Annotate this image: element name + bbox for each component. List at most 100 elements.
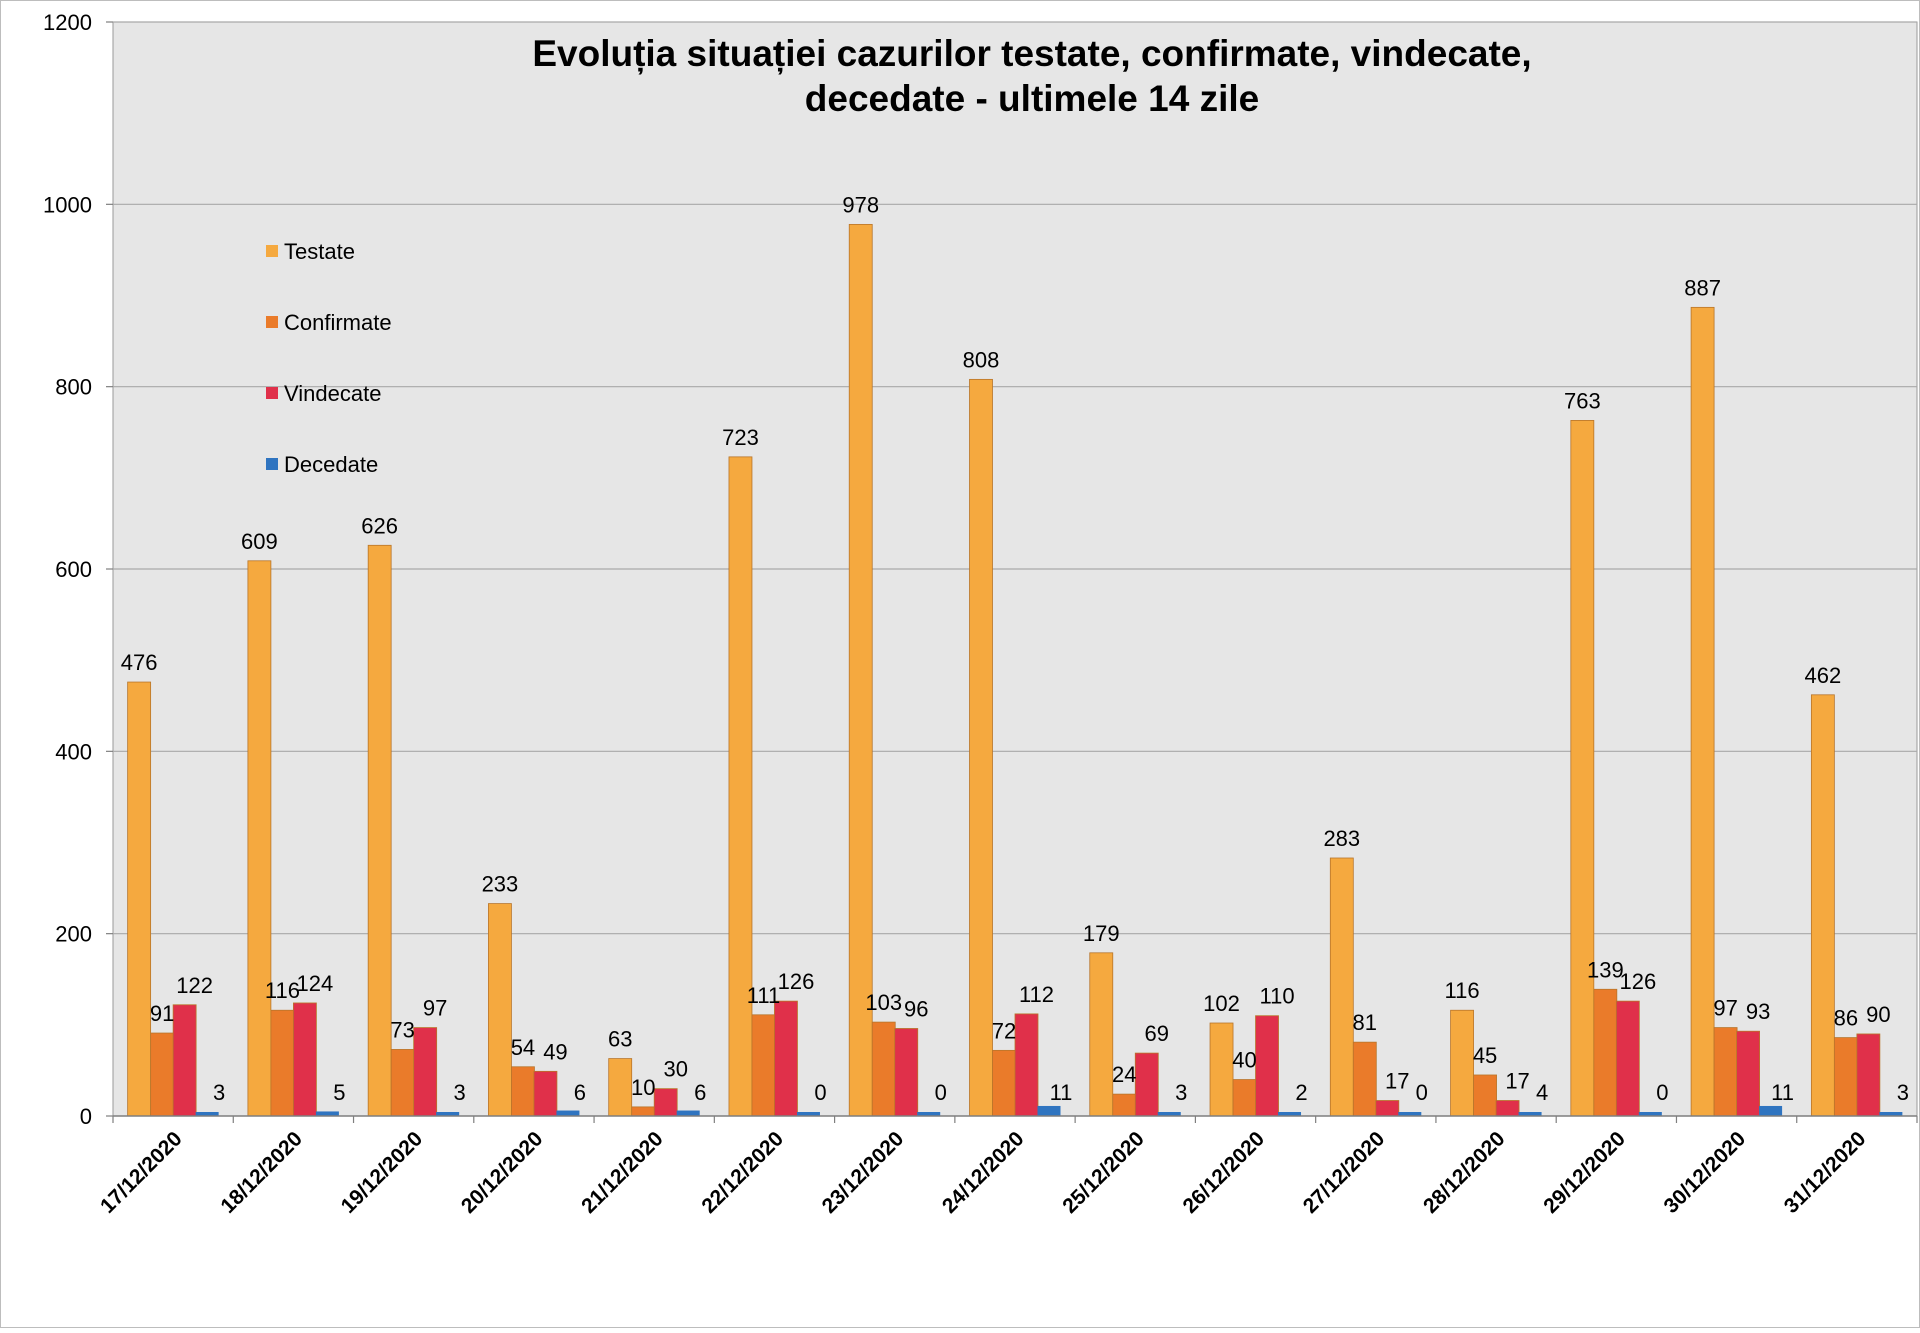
bar-vindecate [1014,1013,1039,1117]
data-label: 5 [333,1080,345,1105]
data-label: 763 [1564,388,1601,413]
bar-decedate [676,1110,700,1116]
bar-decedate [1278,1112,1302,1116]
bar-decedate [1759,1105,1783,1116]
legend-label: Confirmate [284,310,392,335]
legend-swatch [266,458,278,470]
data-label: 233 [482,872,519,897]
data-label: 3 [213,1080,225,1105]
data-label: 179 [1083,921,1120,946]
bar-testate [367,544,392,1117]
bar-testate [1810,694,1835,1117]
legend: Testate Confirmate Vindecate Decedate [266,239,392,477]
bars [127,223,1903,1117]
bar-confirmate [1232,1079,1257,1117]
data-label: 626 [361,513,398,538]
y-axis-ticks: 0 200 400 600 800 1000 1200 [43,10,113,1129]
bar-vindecate [172,1004,197,1117]
data-label: 10 [631,1075,655,1100]
bar-testate [1209,1022,1234,1117]
bar-testate [969,378,993,1117]
bar-confirmate [1352,1041,1377,1117]
data-label: 978 [842,192,879,217]
data-label: 116 [1445,978,1480,1003]
data-label: 111 [747,983,780,1008]
data-label: 93 [1746,999,1770,1024]
data-label: 90 [1866,1002,1890,1027]
bar-vindecate [894,1028,919,1117]
data-label: 6 [694,1080,706,1105]
bar-decedate [1638,1112,1662,1116]
bar-confirmate [511,1066,535,1117]
bar-vindecate [1375,1100,1400,1117]
bar-decedate [1518,1112,1542,1116]
data-label: 11 [1050,1080,1073,1105]
data-label: 110 [1259,984,1294,1009]
bar-confirmate [1473,1074,1497,1117]
bar-vindecate [1615,1000,1640,1117]
data-label: 0 [814,1080,826,1105]
bar-vindecate [292,1002,317,1117]
data-label: 63 [608,1027,632,1052]
bar-vindecate [774,1000,798,1117]
bar-confirmate [390,1049,415,1117]
data-label: 97 [423,996,447,1021]
data-label: 103 [865,990,902,1015]
bar-decedate [796,1112,820,1116]
data-label: 81 [1353,1010,1377,1035]
legend-label: Vindecate [284,381,381,406]
bar-decedate [195,1112,219,1116]
bar-testate [728,456,753,1117]
data-label: 3 [454,1080,466,1105]
chart-title-line: decedate - ultimele 14 zile [805,78,1259,119]
y-tick-label: 200 [55,922,92,947]
data-label: 4 [1536,1080,1548,1105]
bar-vindecate [1255,1015,1279,1117]
data-label: 609 [241,529,278,554]
bar-confirmate [871,1021,896,1117]
bar-decedate [1037,1105,1061,1116]
data-label: 72 [992,1018,1016,1043]
data-label: 91 [150,1001,174,1026]
bar-testate [127,681,152,1117]
y-tick-label: 0 [80,1104,92,1129]
data-label: 30 [663,1057,687,1082]
bar-vindecate [1134,1052,1159,1117]
data-label: 97 [1713,996,1737,1021]
bar-confirmate [270,1009,295,1117]
y-tick-label: 1200 [43,10,92,35]
bar-testate [1690,306,1715,1117]
bar-vindecate [1856,1033,1881,1117]
bar-testate [1570,419,1595,1117]
data-label: 49 [543,1039,567,1064]
bar-vindecate [1736,1030,1760,1117]
data-label: 808 [963,347,1000,372]
bar-confirmate [1112,1093,1137,1117]
bar-vindecate [533,1070,558,1117]
data-label: 45 [1473,1043,1497,1068]
bar-confirmate [992,1049,1016,1117]
data-label: 887 [1684,275,1721,300]
legend-swatch [266,316,278,328]
legend-label: Testate [284,239,355,264]
bar-decedate [1398,1112,1422,1116]
y-tick-label: 600 [55,557,92,582]
data-label: 17 [1505,1069,1529,1094]
legend-swatch [266,245,278,257]
data-label: 283 [1323,826,1360,851]
data-label: 54 [511,1035,535,1060]
chart-title: Evoluția situației cazurilor testate, co… [532,33,1531,119]
bar-confirmate [150,1032,175,1117]
data-label: 3 [1897,1080,1909,1105]
bar-testate [1329,857,1354,1117]
bar-confirmate [1833,1037,1858,1117]
data-label: 112 [1019,982,1054,1007]
data-label: 6 [574,1080,586,1105]
data-label: 462 [1805,663,1842,688]
data-label: 126 [778,969,815,994]
bar-confirmate [631,1106,656,1117]
bar-decedate [1157,1112,1181,1116]
bar-decedate [917,1112,941,1116]
